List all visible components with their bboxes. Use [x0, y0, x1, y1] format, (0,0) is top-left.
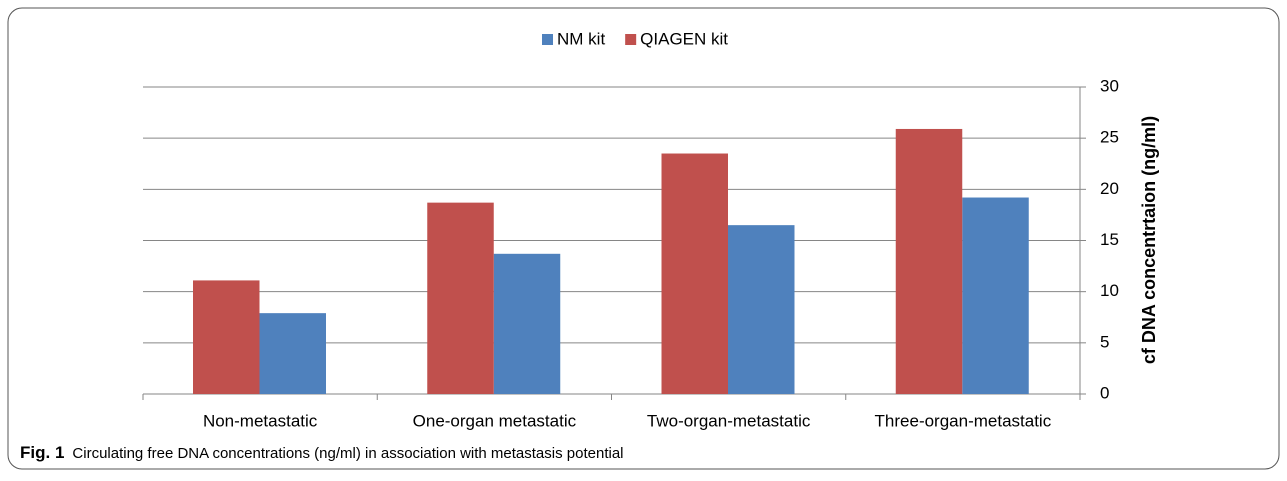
y-axis-label: cf DNA concentrtaion (ng/ml)	[1139, 116, 1159, 364]
legend-swatch	[625, 34, 637, 45]
bar	[493, 253, 561, 394]
y-tick-label: 10	[1100, 281, 1119, 300]
x-tick-label: Two-organ-metastatic	[647, 411, 811, 430]
x-tick-label: Three-organ-metastatic	[875, 411, 1052, 430]
caption-text: Circulating free DNA concentrations (ng/…	[72, 445, 623, 462]
bar	[962, 197, 1029, 394]
y-tick-label: 30	[1100, 76, 1119, 95]
legend-label: QIAGEN kit	[640, 29, 728, 48]
caption-label: Fig. 1	[20, 443, 64, 462]
y-tick-label: 0	[1100, 383, 1109, 402]
y-tick-label: 5	[1100, 332, 1109, 351]
bar	[661, 153, 728, 394]
bar	[193, 280, 260, 394]
bar	[259, 313, 326, 394]
bar	[895, 128, 963, 394]
legend-swatch	[542, 34, 553, 45]
y-tick-label: 15	[1100, 230, 1119, 249]
bar	[728, 225, 795, 394]
caption: Fig. 1 Circulating free DNA concentration…	[20, 443, 624, 462]
bar	[427, 202, 494, 394]
x-tick-label: Non-metastatic	[203, 411, 318, 430]
y-tick-label: 25	[1100, 128, 1119, 147]
x-tick-label: One-organ metastatic	[413, 411, 577, 430]
legend-label: NM kit	[557, 29, 605, 48]
figure-border	[7, 7, 1280, 470]
y-tick-label: 20	[1100, 179, 1119, 198]
